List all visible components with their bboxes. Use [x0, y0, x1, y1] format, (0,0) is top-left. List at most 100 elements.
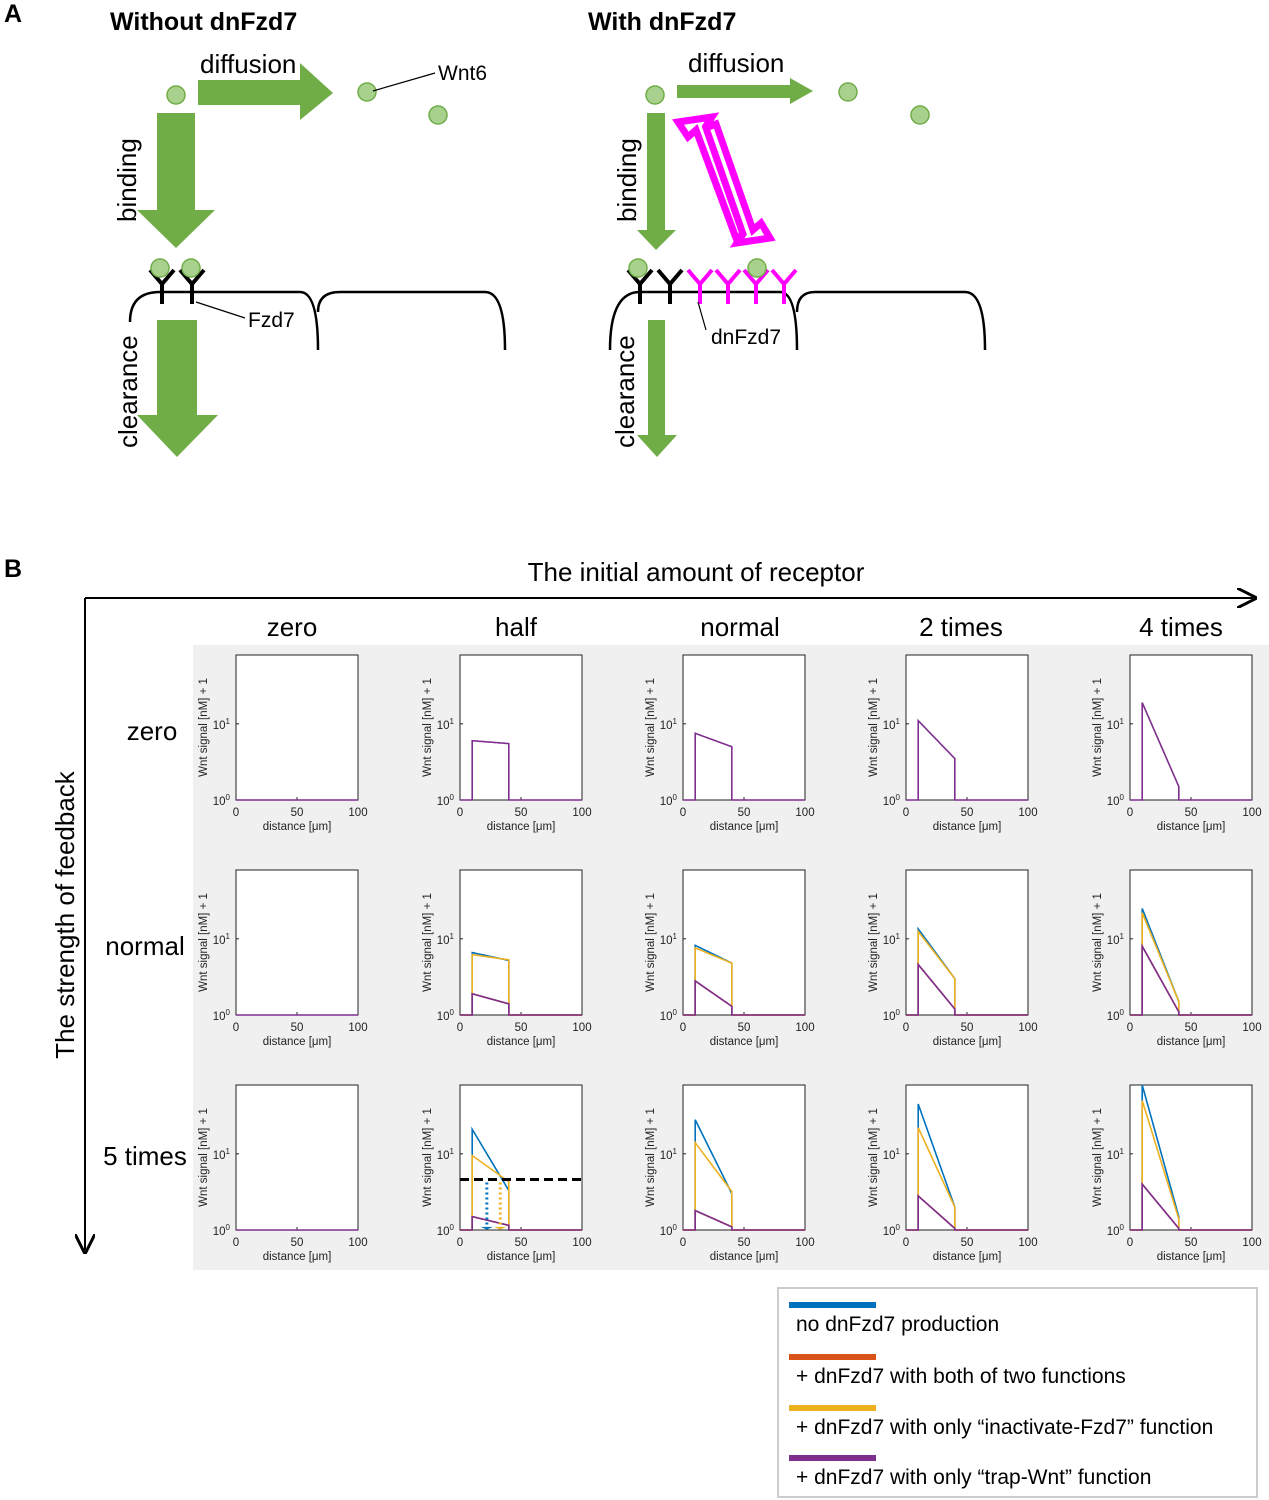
- diffusion-label-left: diffusion: [200, 49, 296, 79]
- row-label: zero: [127, 716, 178, 746]
- y-tick-exp: 1: [673, 932, 678, 941]
- column-label: normal: [700, 612, 779, 642]
- panel-a: A Without dnFzd7 diffusion binding clear…: [4, 0, 987, 457]
- binding-arrow-left: [137, 113, 215, 248]
- y-tick-base: 10: [1107, 796, 1120, 808]
- series-line-purple: [683, 979, 805, 1016]
- x-label: distance [μm]: [1157, 1036, 1226, 1048]
- y-label: Wnt signal [nM] + 1: [198, 678, 210, 777]
- x-label: distance [μm]: [933, 821, 1002, 833]
- x-tick-label: 0: [233, 1237, 239, 1249]
- plot-area: [459, 869, 583, 1016]
- legend-swatch: [789, 1405, 876, 1411]
- x-tick-label: 0: [457, 807, 463, 819]
- y-tick-exp: 1: [1120, 717, 1125, 726]
- series-line-yellow: [460, 953, 582, 1016]
- y-tick-label: 101: [437, 932, 455, 947]
- x-label: distance [μm]: [1157, 1251, 1226, 1263]
- x-tick-label: 50: [1185, 807, 1198, 819]
- y-label: Wnt signal [nM] + 1: [645, 678, 657, 777]
- y-tick-exp: 1: [1120, 1147, 1125, 1156]
- y-tick-base: 10: [883, 1150, 896, 1162]
- y-label: Wnt signal [nM] + 1: [868, 893, 880, 992]
- series-line-purple: [1130, 1181, 1252, 1231]
- y-tick-exp: 1: [673, 1147, 678, 1156]
- row-label: normal: [105, 931, 184, 961]
- y-tick-label: 101: [213, 932, 231, 947]
- y-tick-base: 10: [883, 720, 896, 732]
- plot-area: [1129, 654, 1253, 801]
- cell-membrane-right: [608, 290, 987, 351]
- y-tick-label: 100: [660, 1223, 678, 1238]
- x-tick-label: 0: [1127, 807, 1133, 819]
- y-tick-base: 10: [437, 1226, 450, 1238]
- x-tick-label: 50: [515, 1237, 528, 1249]
- series-line-purple: [683, 1209, 805, 1231]
- y-tick-label: 100: [437, 1008, 455, 1023]
- y-tick-exp: 0: [673, 793, 678, 802]
- column-label: 2 times: [919, 612, 1003, 642]
- y-tick-base: 10: [213, 720, 226, 732]
- y-tick-exp: 1: [896, 932, 901, 941]
- y-tick-exp: 0: [1120, 1008, 1125, 1017]
- y-tick-exp: 0: [673, 1008, 678, 1017]
- y-tick-base: 10: [660, 935, 673, 947]
- y-tick-exp: 0: [1120, 793, 1125, 802]
- arrowhead-icon: [480, 1226, 493, 1230]
- cell-membrane-left: [128, 290, 507, 351]
- y-tick-label: 101: [883, 1147, 901, 1162]
- x-label: distance [μm]: [263, 1036, 332, 1048]
- x-tick-label: 50: [291, 1022, 304, 1034]
- x-tick-label: 50: [738, 1022, 751, 1034]
- column-label: 4 times: [1139, 612, 1223, 642]
- clearance-label-right: clearance: [610, 335, 640, 448]
- x-tick-label: 100: [1242, 807, 1261, 819]
- series-line-purple: [1130, 702, 1252, 801]
- y-tick-exp: 1: [226, 1147, 231, 1156]
- x-tick-label: 50: [291, 1237, 304, 1249]
- dnfzd7-pointer: [697, 301, 707, 331]
- y-tick-base: 10: [1107, 1226, 1120, 1238]
- plot-area: [235, 1084, 359, 1231]
- x-tick-label: 100: [795, 1022, 814, 1034]
- series-line-purple: [906, 962, 1028, 1016]
- x-tick-label: 100: [572, 807, 591, 819]
- y-tick-exp: 0: [226, 1008, 231, 1017]
- y-tick-base: 10: [213, 796, 226, 808]
- x-tick-label: 100: [1018, 807, 1037, 819]
- x-label: distance [μm]: [487, 821, 556, 833]
- y-tick-label: 100: [883, 1223, 901, 1238]
- y-tick-label: 100: [213, 1008, 231, 1023]
- x-tick-label: 100: [348, 1237, 367, 1249]
- y-tick-label: 101: [660, 717, 678, 732]
- y-tick-label: 100: [213, 1223, 231, 1238]
- diffusion-arrow-right: [677, 78, 813, 104]
- plot-area: [682, 1084, 806, 1231]
- panel-b-letter: B: [4, 555, 22, 583]
- legend-label: no dnFzd7 production: [796, 1313, 999, 1336]
- series-line-yellow: [683, 1140, 805, 1231]
- x-label: distance [μm]: [487, 1251, 556, 1263]
- legend-label: + dnFzd7 with both of two functions: [796, 1365, 1126, 1388]
- y-label: Wnt signal [nM] + 1: [645, 1108, 657, 1207]
- x-label: distance [μm]: [710, 1251, 779, 1263]
- y-tick-label: 101: [660, 932, 678, 947]
- y-tick-base: 10: [213, 1011, 226, 1023]
- x-tick-label: 50: [961, 807, 974, 819]
- y-tick-exp: 1: [896, 717, 901, 726]
- legend-swatch: [789, 1354, 876, 1360]
- x-tick-label: 50: [738, 807, 751, 819]
- x-tick-label: 0: [233, 1022, 239, 1034]
- y-tick-label: 100: [883, 793, 901, 808]
- y-label: Wnt signal [nM] + 1: [1092, 1108, 1104, 1207]
- x-tick-label: 0: [1127, 1022, 1133, 1034]
- clearance-label-left: clearance: [113, 335, 143, 448]
- y-label: Wnt signal [nM] + 1: [1092, 678, 1104, 777]
- x-tick-label: 0: [1127, 1237, 1133, 1249]
